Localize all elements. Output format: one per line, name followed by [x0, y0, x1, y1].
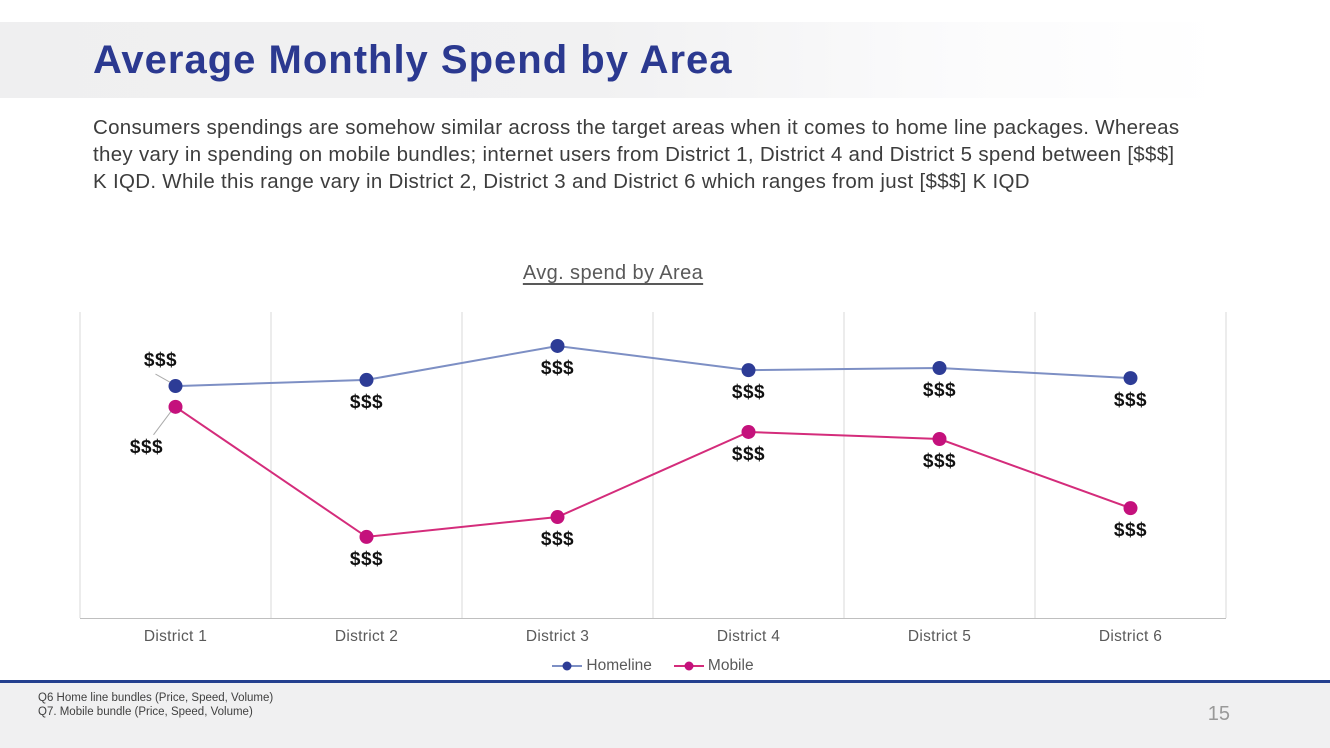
homeline-line: [175, 344, 1131, 388]
chart-title-wrap: Avg. spend by Area: [0, 262, 1226, 285]
label-leader-line: [155, 373, 172, 384]
homeline-point-district-3: [550, 338, 565, 353]
footnotes: Q6 Home line bundles (Price, Speed, Volu…: [38, 691, 273, 719]
legend-label-homeline: Homeline: [586, 657, 652, 674]
homeline-point-district-1: [168, 379, 183, 394]
mobile-point-district-3: [550, 510, 565, 525]
footnote-q7: Q7. Mobile bundle (Price, Speed, Volume): [38, 706, 253, 718]
plot-area: $$$ $$$ $$$ $$$ $$$ $$$ $$$ $$$ $$$ $$$ $$$ $$$: [79, 312, 1227, 619]
homeline-point-district-4: [741, 363, 756, 378]
legend-item-homeline: Homeline: [552, 657, 652, 675]
chart-title: Avg. spend by Area: [522, 262, 704, 284]
homeline-data-label: $$$: [1113, 390, 1148, 412]
homeline-data-label: $$$: [540, 357, 575, 379]
mobile-point-district-4: [741, 424, 756, 439]
legend-item-mobile: Mobile: [673, 657, 754, 675]
legend: Homeline Mobile: [80, 656, 1226, 676]
mobile-legend-marker-icon: [684, 661, 694, 671]
plot-svg: [79, 312, 1227, 618]
body-text: Consumers spendings are somehow similar …: [93, 116, 1180, 193]
x-axis-label: District 2: [334, 628, 399, 645]
x-axis-label: District 3: [525, 628, 590, 645]
mobile-legend-line-icon: [673, 661, 704, 671]
legend-label-mobile: Mobile: [707, 657, 754, 674]
mobile-data-label: $$$: [731, 443, 766, 465]
label-leader-line: [153, 410, 172, 436]
homeline-data-label: $$$: [922, 379, 957, 401]
homeline-legend-marker-icon: [562, 661, 572, 671]
homeline-point-district-2: [359, 372, 374, 387]
homeline-legend-line-icon: [552, 661, 583, 671]
footer: Q6 Home line bundles (Price, Speed, Volu…: [0, 683, 1330, 748]
x-axis-label: District 5: [907, 628, 972, 645]
homeline-data-label: $$$: [731, 382, 766, 404]
homeline-data-label: $$$: [143, 350, 178, 372]
mobile-data-label: $$$: [922, 450, 957, 472]
x-axis-label: District 1: [143, 628, 208, 645]
homeline-data-label: $$$: [349, 391, 384, 413]
mobile-point-district-1: [168, 399, 183, 414]
footnote-q6: Q6 Home line bundles (Price, Speed, Volu…: [38, 692, 274, 704]
x-axis-label: District 4: [716, 628, 781, 645]
title-band: Average Monthly Spend by Area: [0, 22, 1330, 98]
mobile-line: [174, 406, 1131, 538]
mobile-data-label: $$$: [349, 548, 384, 570]
x-axis-label: District 6: [1098, 628, 1163, 645]
mobile-point-district-2: [359, 529, 374, 544]
mobile-data-label: $$$: [1113, 520, 1148, 542]
page-number: 15: [1207, 703, 1230, 725]
homeline-point-district-5: [932, 360, 947, 375]
page-title: Average Monthly Spend by Area: [93, 37, 733, 82]
footer-divider: [0, 680, 1330, 683]
mobile-point-district-6: [1123, 501, 1138, 516]
x-axis: District 1 District 2 District 3 District 4…: [80, 628, 1226, 650]
mobile-data-label: $$$: [540, 529, 575, 551]
mobile-point-district-5: [932, 431, 947, 446]
homeline-point-district-6: [1123, 371, 1138, 386]
mobile-data-label: $$$: [129, 436, 164, 458]
